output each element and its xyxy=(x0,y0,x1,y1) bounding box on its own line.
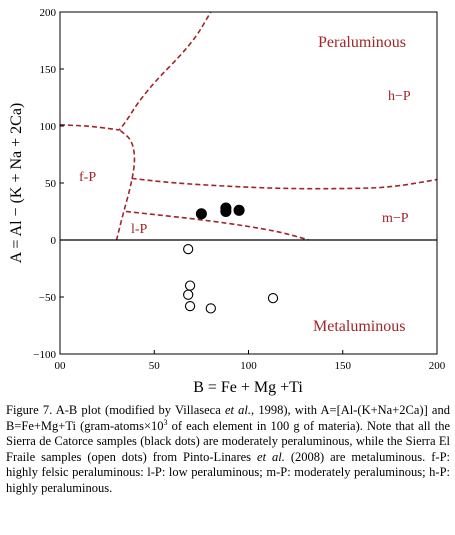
region-label-metaluminous: Metaluminous xyxy=(313,318,405,335)
caption-text-1: Figure 7. A-B plot (modified by Villasec… xyxy=(6,403,225,417)
boundary-line xyxy=(125,210,310,241)
region-label-h-p: h−P xyxy=(388,89,411,104)
region-label-f-p: f-P xyxy=(79,170,96,185)
region-label-l-p: l-P xyxy=(131,222,148,237)
region-label-m-p: m−P xyxy=(382,211,409,226)
x-axis-title: B = Fe + Mg +Ti xyxy=(193,379,303,396)
data-points xyxy=(183,202,279,314)
caption-etal-2: et al. xyxy=(257,449,285,464)
axis-ticks: 00 50 100 150 200 200 150 100 50 0 −50 −100 xyxy=(33,7,445,372)
x-tick-label: 100 xyxy=(240,360,257,372)
ab-plot-figure: 00 50 100 150 200 200 150 100 50 0 −50 −100 Peralum… xyxy=(8,7,446,396)
open-data-point xyxy=(183,243,194,255)
y-tick-label: 150 xyxy=(40,64,57,76)
filled-data-point xyxy=(233,204,245,216)
region-label-peraluminous: Peraluminous xyxy=(318,34,406,51)
y-tick-label: 100 xyxy=(40,121,57,133)
caption-etal-1: et al. xyxy=(224,403,251,417)
y-tick-label: 50 xyxy=(45,178,57,190)
boundary-line xyxy=(59,11,212,131)
x-tick-label: 00 xyxy=(55,360,67,372)
boundary-line xyxy=(131,177,438,190)
caption-text-3: of each element in 100 g of materia). No… xyxy=(6,418,450,464)
x-tick-label: 50 xyxy=(149,360,161,372)
y-tick-label: −100 xyxy=(33,349,56,361)
open-data-point xyxy=(183,289,194,300)
open-data-point xyxy=(184,300,196,312)
caption-superscript: 3 xyxy=(163,417,168,427)
y-tick-label: 0 xyxy=(51,235,57,247)
y-tick-label: −50 xyxy=(39,292,57,304)
plot-frame xyxy=(59,11,438,355)
y-tick-label: 200 xyxy=(40,7,57,19)
x-tick-label: 200 xyxy=(429,360,446,372)
filled-data-point xyxy=(195,208,207,220)
y-axis-title: A = Al − (K + Na + 2Ca) xyxy=(8,103,25,264)
caption-text-4: (2008) are metaluminous. f-P: highly fel… xyxy=(6,449,450,495)
filled-data-point xyxy=(220,202,232,214)
figure-caption: Figure 7. A-B plot (modified by Villasec… xyxy=(6,403,450,496)
open-data-point xyxy=(267,292,279,304)
caption-text-2: , 1998), with A=[Al-(K+Na+2Ca)] and B=Fe… xyxy=(6,403,450,433)
open-data-point xyxy=(205,303,216,314)
boundary-line xyxy=(115,129,136,241)
x-tick-label: 150 xyxy=(335,360,352,372)
open-data-point xyxy=(184,280,196,291)
boundary-lines xyxy=(59,11,438,241)
